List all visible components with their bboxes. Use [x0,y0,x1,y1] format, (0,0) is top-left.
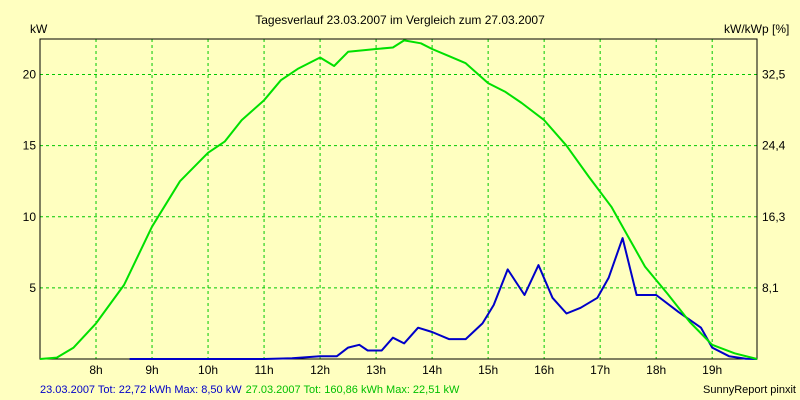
chart-title: Tagesverlauf 23.03.2007 im Vergleich zum… [255,13,545,27]
series-line-2 [39,39,758,360]
series-line-1 [129,237,758,360]
x-tick-label: 16h [534,363,554,377]
x-tick-label: 9h [145,363,158,377]
credit-text: SunnyReport pinxit [703,384,796,396]
legend-series-1-text: 23.03.2007 Tot: 22,72 kWh Max: 8,50 kW [40,384,242,396]
y-tick-label-right: 8,1 [762,281,779,295]
x-tick-label: 19h [702,363,722,377]
plot-frame [39,38,758,360]
y-tick-label-right: 32,5 [762,68,786,82]
x-tick-label: 12h [310,363,330,377]
grid-lines [40,39,757,359]
x-tick-label: 14h [422,363,442,377]
x-tick-label: 18h [646,363,666,377]
x-tick-label: 8h [89,363,102,377]
y-tick-label-left: 5 [29,281,36,295]
y-axis-right-label: kW/kWp [%] [724,22,789,36]
x-tick-label: 11h [254,363,273,377]
y-tick-label-left: 15 [23,139,37,153]
x-tick-label: 10h [198,363,218,377]
y-tick-label-left: 20 [23,68,37,82]
y-axis-left-label: kW [30,22,48,36]
x-tick-label: 15h [478,363,498,377]
y-tick-label-right: 16,3 [762,210,786,224]
x-tick-label: 17h [590,363,610,377]
y-tick-label-left: 10 [23,210,37,224]
series-lines [39,39,758,360]
legend-series-2-text: 27.03.2007 Tot: 160,86 kWh Max: 22,51 kW [246,384,460,396]
x-tick-label: 13h [366,363,386,377]
legend-series-1: 23.03.2007 Tot: 22,72 kWh Max: 8,50 kW 27… [40,384,460,396]
axes [39,38,758,360]
y-tick-label-right: 24,4 [762,139,786,153]
tick-labels: 8h 9h 10h 11h 12h 13h 14h 15h 16h 17h 18h 19h 5 10 15 2… [23,68,786,377]
